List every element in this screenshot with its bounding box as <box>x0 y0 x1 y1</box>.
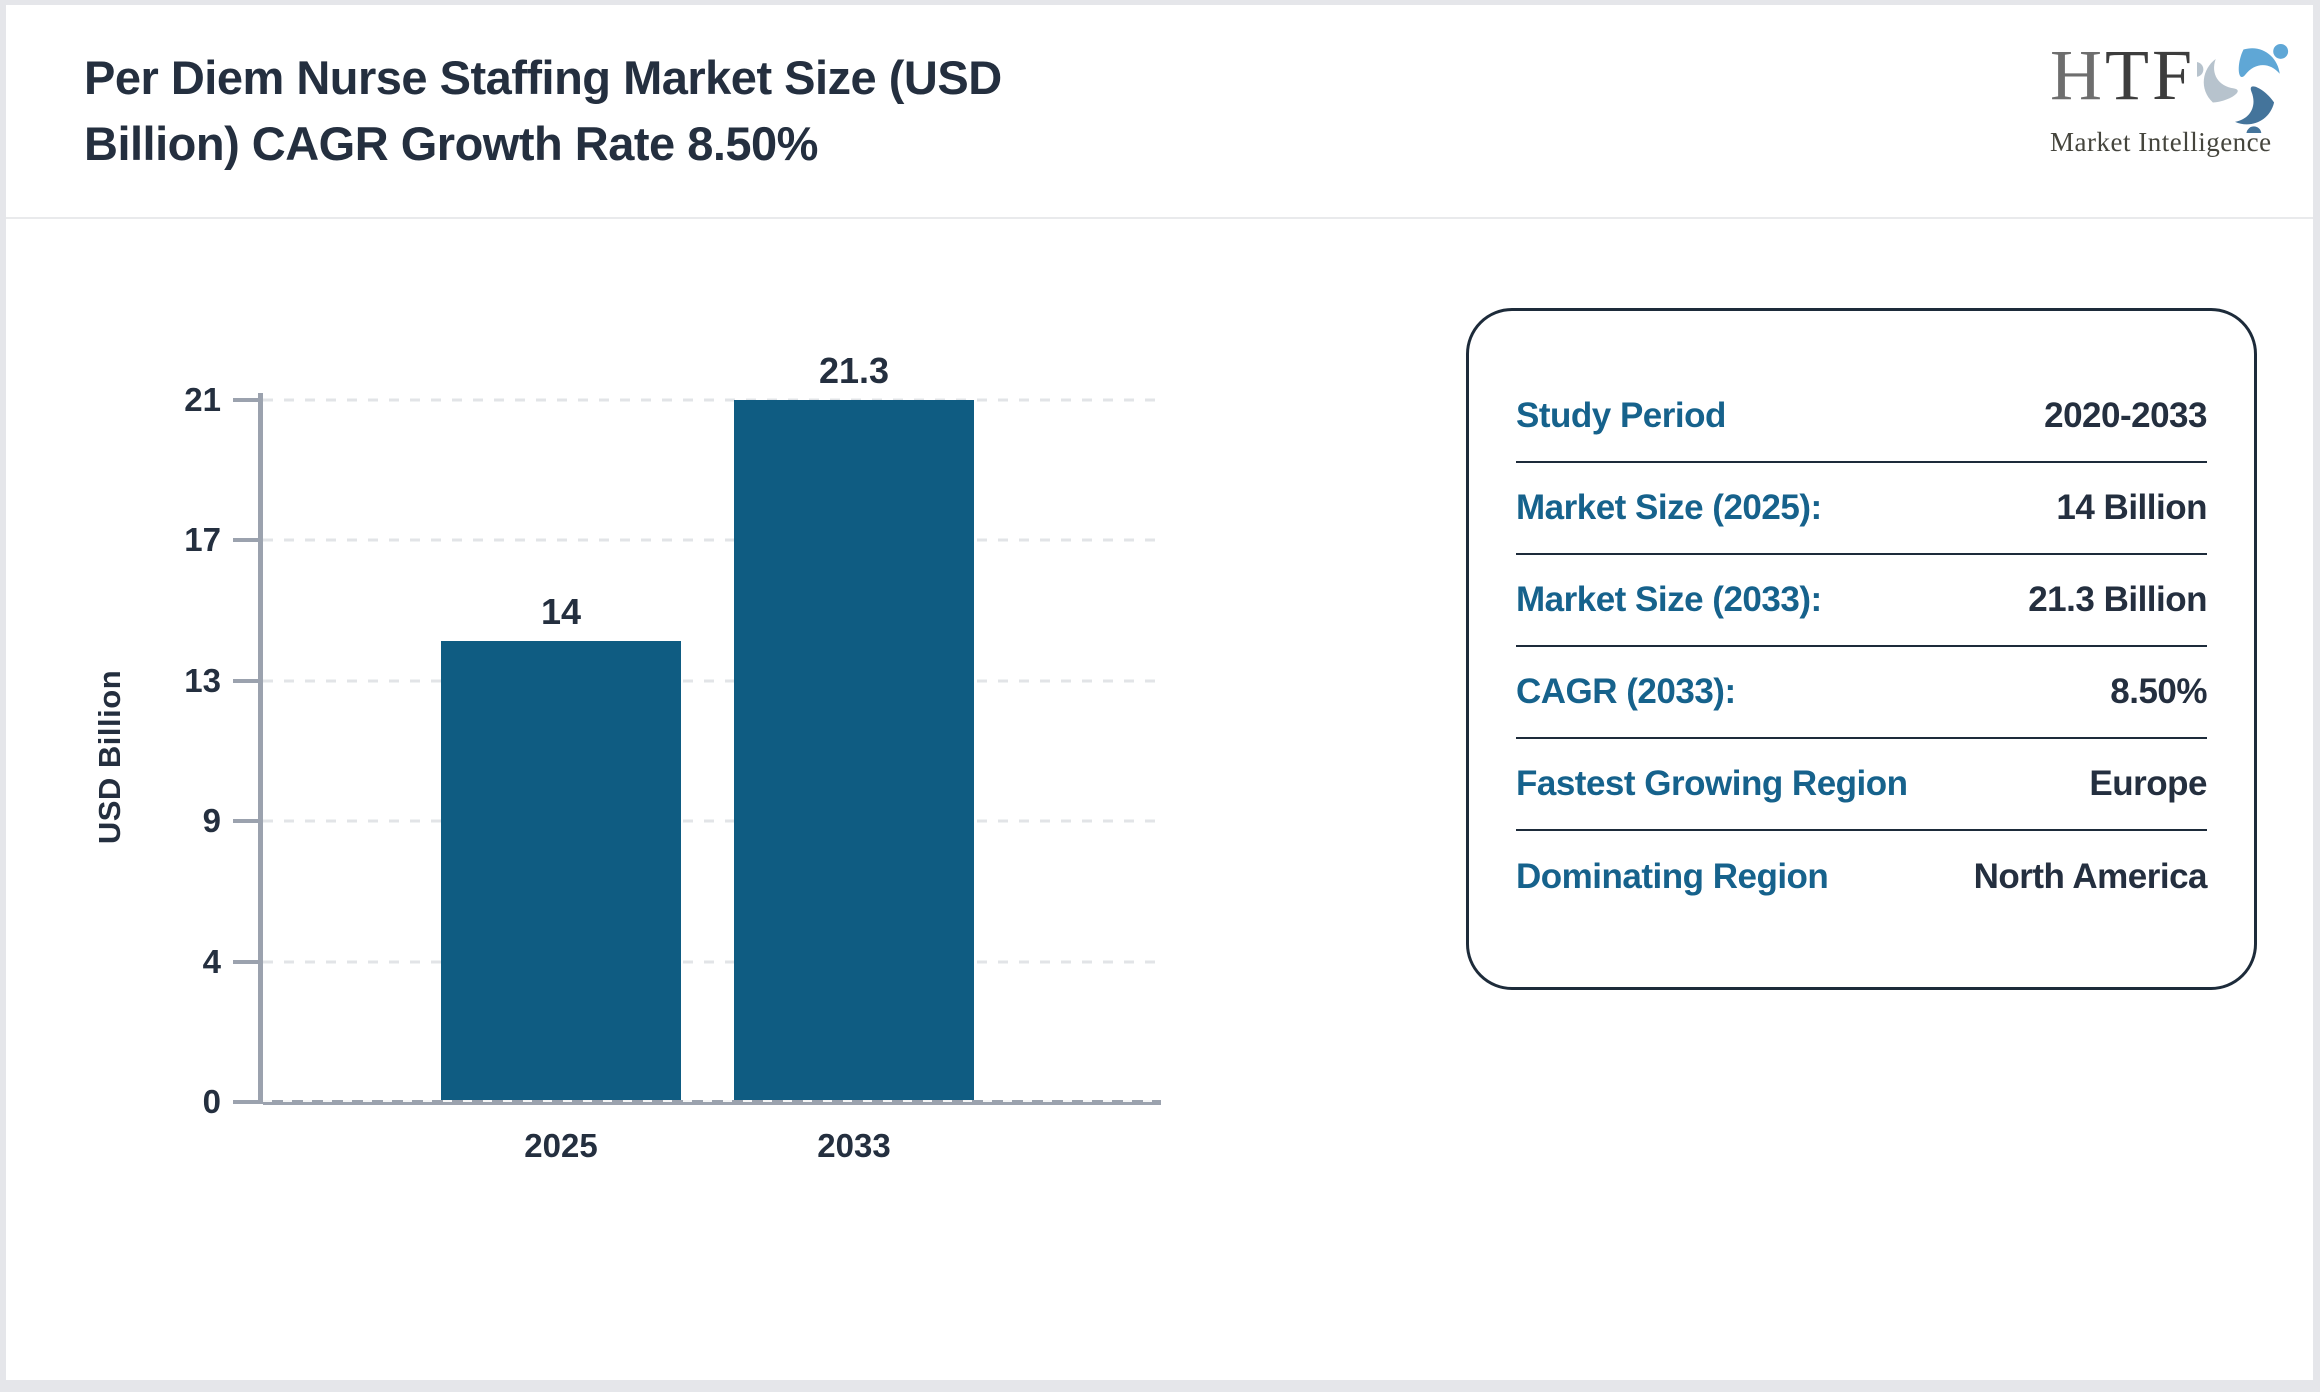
summary-row-value: 8.50% <box>2110 672 2207 711</box>
y-tick-mark <box>233 538 263 543</box>
summary-row-market-size-2025: Market Size (2025): 14 Billion <box>1516 463 2207 555</box>
htf-logo-letters: HTF <box>2050 25 2195 125</box>
y-tick-mark <box>233 398 263 402</box>
bar-2033-value-label: 21.3 <box>818 350 890 391</box>
summary-row-label: Fastest Growing Region <box>1516 764 1908 803</box>
y-tick-mark <box>233 819 263 824</box>
header-divider <box>6 217 2313 219</box>
htf-logo-letter-h: H <box>2050 35 2105 115</box>
summary-row-value: 21.3 Billion <box>2028 580 2207 619</box>
summary-row-label: Market Size (2033): <box>1516 580 1822 619</box>
summary-row-label: Dominating Region <box>1516 857 1829 896</box>
y-axis-line <box>258 393 263 1102</box>
page-background: Per Diem Nurse Staffing Market Size (USD… <box>6 5 2313 1380</box>
summary-row-value: 14 Billion <box>2056 488 2207 527</box>
page-title-line1: Per Diem Nurse Staffing Market Size (USD <box>84 51 1002 104</box>
summary-row-value: Europe <box>2089 764 2207 803</box>
y-tick-label: 4 <box>202 942 221 980</box>
bar-2033: 21.3 <box>734 350 974 1102</box>
page-title: Per Diem Nurse Staffing Market Size (USD… <box>84 45 1284 177</box>
x-tick-label-2033: 2033 <box>817 1127 891 1164</box>
y-tick-mark <box>233 1100 263 1104</box>
htf-logo-tagline: Market Intelligence <box>2050 127 2272 157</box>
x-tick-label-2025: 2025 <box>524 1127 598 1164</box>
summary-row-label: CAGR (2033): <box>1516 672 1736 711</box>
y-tick-label: 17 <box>184 521 221 559</box>
y-tick-label: 21 <box>184 381 221 418</box>
summary-row-label: Market Size (2025): <box>1516 488 1822 527</box>
y-tick-label: 0 <box>202 1083 221 1120</box>
y-axis-title: USD Billion <box>92 669 127 845</box>
summary-row-fastest-growing-region: Fastest Growing Region Europe <box>1516 739 2207 831</box>
bar-chart-plot-area: 21 17 13 9 4 0 14 21.3 <box>184 350 1161 1120</box>
y-tick-mark <box>233 959 263 964</box>
bar-2025-value-label: 14 <box>540 590 582 632</box>
y-tick-label: 9 <box>202 802 221 840</box>
gridline <box>263 960 1161 964</box>
summary-row-value: North America <box>1973 857 2208 896</box>
htf-logo-letters-tf: TF <box>2105 35 2196 115</box>
summary-row-market-size-2033: Market Size (2033): 21.3 Billion <box>1516 555 2207 647</box>
market-summary-card: Study Period 2020-2033 Market Size (2025… <box>1466 308 2257 990</box>
summary-row-cagr: CAGR (2033): 8.50% <box>1516 647 2207 739</box>
bar-2025: 14 <box>441 591 681 1102</box>
gridline <box>263 679 1161 683</box>
page-title-line2: Billion) CAGR Growth Rate 8.50% <box>84 117 818 170</box>
htf-logo: HTF Market Int <box>2050 25 2290 158</box>
y-tick-label: 13 <box>184 661 221 699</box>
summary-row-value: 2020-2033 <box>2044 396 2207 435</box>
gridline <box>263 398 1161 402</box>
gridline <box>263 538 1161 542</box>
gridline <box>263 819 1161 823</box>
y-tick-mark <box>233 678 263 683</box>
htf-swirl-icon <box>2197 43 2289 133</box>
summary-row-dominating-region: Dominating Region North America <box>1516 831 2208 923</box>
summary-row-study-period: Study Period 2020-2033 <box>1516 371 2207 463</box>
htf-logo-row: HTF <box>2050 25 2290 133</box>
x-axis-line <box>263 1100 1161 1105</box>
summary-row-label: Study Period <box>1516 396 1726 435</box>
